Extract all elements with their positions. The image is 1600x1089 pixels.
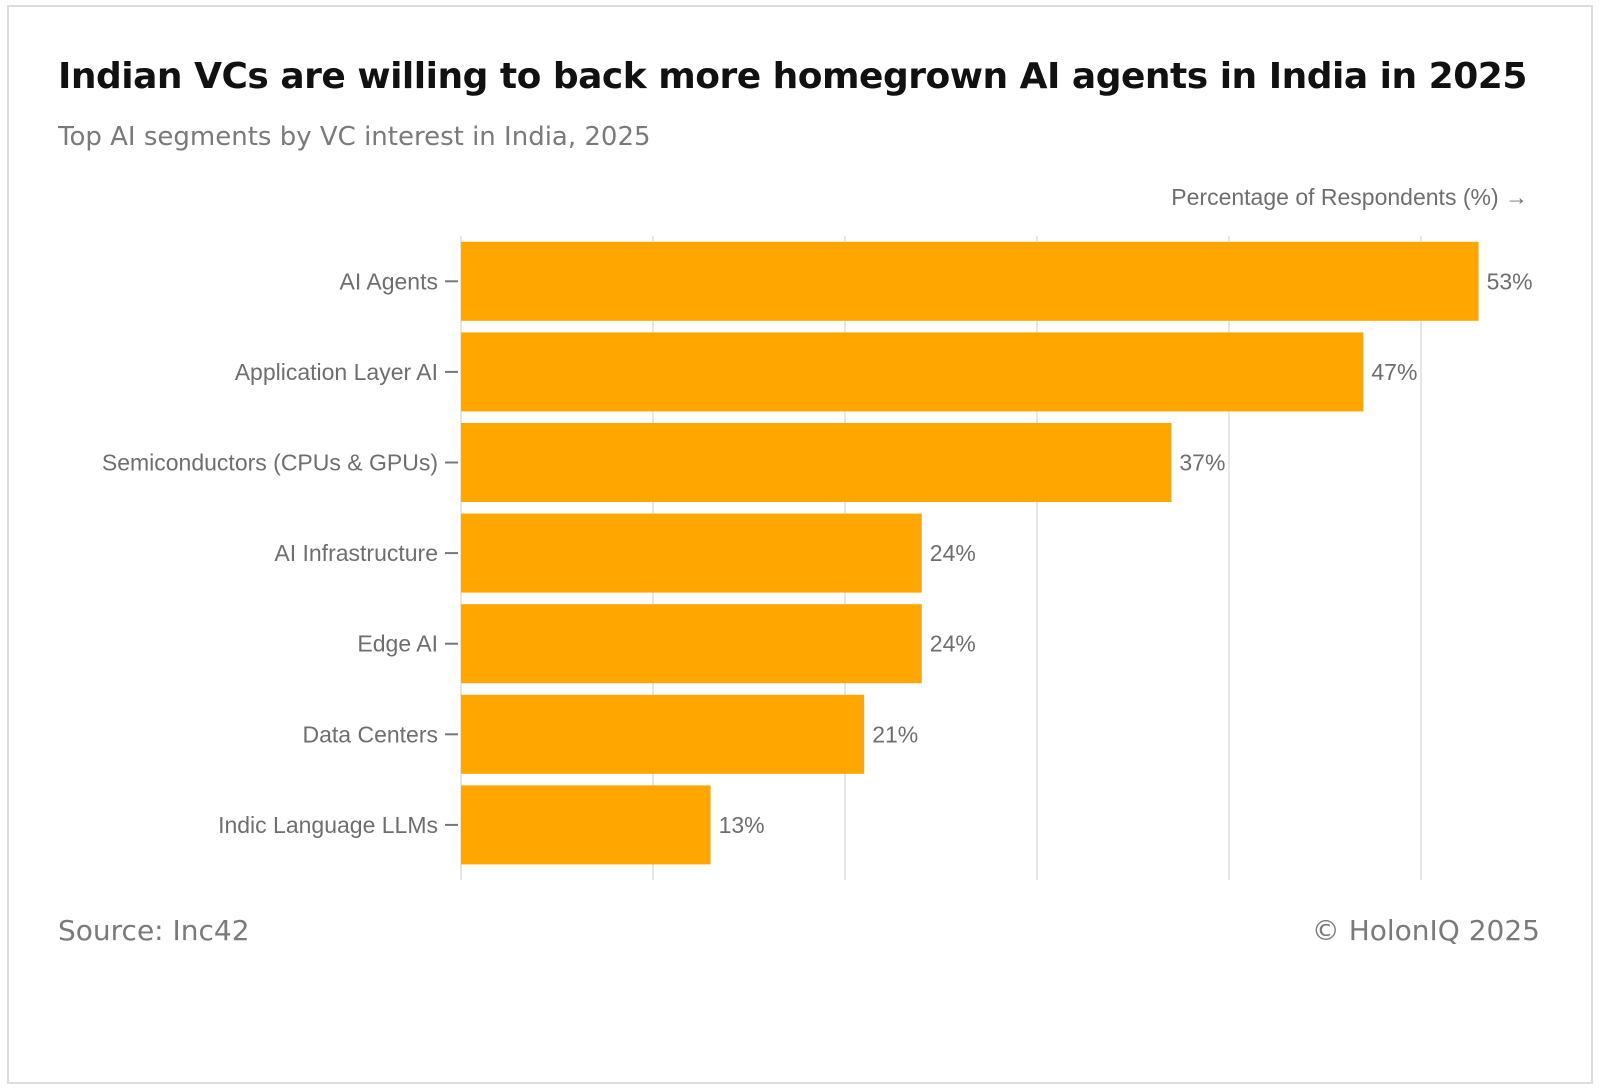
chart-subtitle: Top AI segments by VC interest in India,… <box>58 122 651 152</box>
x-axis-label: Percentage of Respondents (%) → <box>1171 184 1528 210</box>
category-label: Edge AI <box>357 631 438 657</box>
value-label: 24% <box>930 540 976 566</box>
category-label: AI Infrastructure <box>274 540 438 566</box>
value-label: 24% <box>930 631 976 657</box>
bar <box>461 332 1364 412</box>
bar <box>461 513 922 593</box>
value-label: 37% <box>1179 450 1225 476</box>
category-label: Data Centers <box>302 721 438 747</box>
source-note: Source: Inc42 <box>58 914 250 947</box>
bar <box>461 785 711 865</box>
value-label: 13% <box>719 812 765 838</box>
bar <box>461 241 1479 321</box>
copyright-note: © HolonIQ 2025 <box>1311 914 1540 947</box>
bar <box>461 604 922 684</box>
bar <box>461 694 865 774</box>
category-label: Application Layer AI <box>235 359 438 385</box>
value-label: 53% <box>1487 268 1533 294</box>
category-label: AI Agents <box>340 268 438 294</box>
category-label: Semiconductors (CPUs & GPUs) <box>102 450 438 476</box>
chart-title: Indian VCs are willing to back more home… <box>58 56 1527 97</box>
category-label: Indic Language LLMs <box>218 812 438 838</box>
value-label: 47% <box>1371 359 1417 385</box>
value-label: 21% <box>872 721 918 747</box>
bar <box>461 423 1172 502</box>
